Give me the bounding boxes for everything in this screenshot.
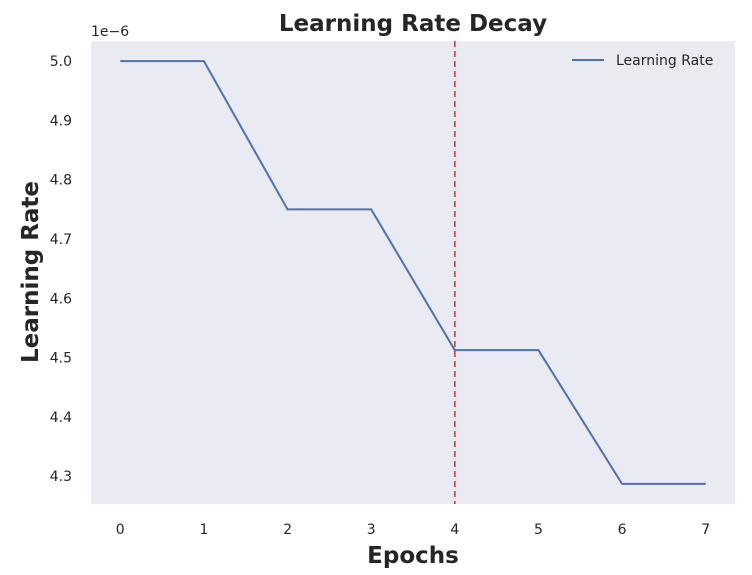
y-axis-offset-label: 1e−6 (91, 24, 129, 40)
data-point (118, 59, 122, 63)
data-point (369, 207, 373, 211)
y-tick-label: 4.9 (50, 113, 72, 129)
y-tick-label: 4.4 (50, 410, 72, 426)
data-point (704, 482, 708, 486)
y-tick-label: 4.5 (50, 351, 72, 367)
x-axis-ticks: 0 1 2 3 4 5 6 7 (116, 522, 710, 538)
y-tick-label: 4.3 (50, 469, 72, 485)
x-axis-label: Epochs (367, 543, 459, 569)
y-tick-label: 5.0 (50, 54, 72, 70)
y-tick-label: 4.8 (50, 173, 72, 189)
x-tick-label: 0 (116, 522, 125, 538)
data-point (620, 482, 624, 486)
y-axis-label: Learning Rate (18, 181, 44, 363)
data-point (536, 348, 540, 352)
y-tick-label: 4.6 (50, 291, 72, 307)
data-point (202, 59, 206, 63)
x-tick-label: 6 (618, 522, 627, 538)
y-tick-label: 4.7 (50, 232, 72, 248)
x-tick-label: 1 (199, 522, 208, 538)
chart-title: Learning Rate Decay (279, 11, 547, 37)
plot-area (91, 41, 735, 504)
series-line-learning-rate (120, 60, 706, 485)
x-tick-label: 7 (701, 522, 710, 538)
data-point (453, 348, 457, 352)
legend-label-learning-rate: Learning Rate (616, 53, 713, 69)
x-tick-label: 3 (367, 522, 376, 538)
x-tick-label: 4 (450, 522, 459, 538)
data-point (286, 207, 290, 211)
legend: Learning Rate (572, 53, 713, 69)
x-tick-label: 5 (534, 522, 543, 538)
x-tick-label: 2 (283, 522, 292, 538)
y-axis-ticks: 4.3 4.4 4.5 4.6 4.7 4.8 4.9 5.0 (50, 54, 72, 485)
